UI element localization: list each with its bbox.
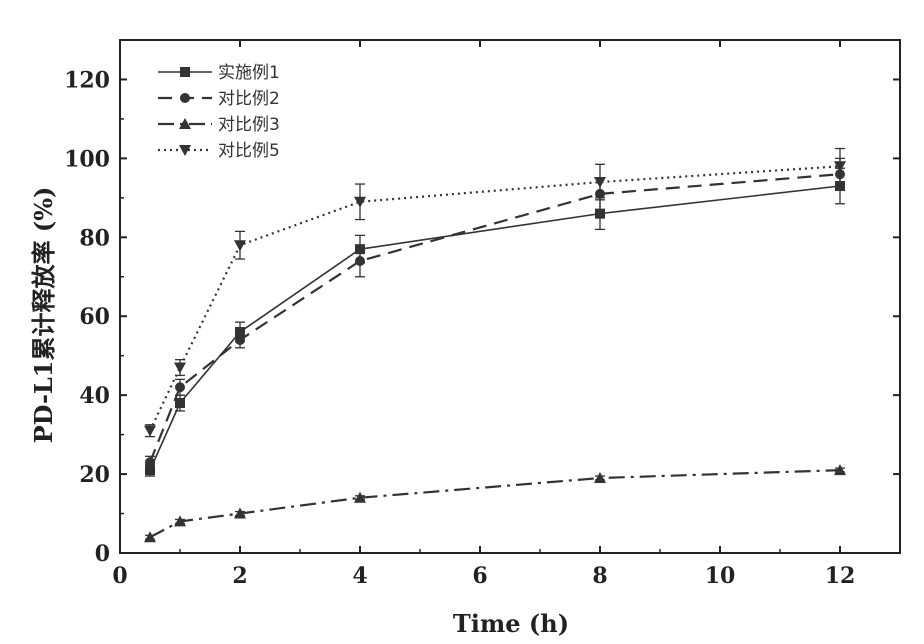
data-point xyxy=(144,531,156,543)
legend: 实施例1 对比例2 对比例3 对比例5 xyxy=(158,63,280,161)
data-point xyxy=(175,398,185,409)
y-tick-label: 20 xyxy=(79,462,110,488)
x-axis-title: Time (h) xyxy=(453,609,569,638)
x-tick-label: 0 xyxy=(112,563,127,589)
legend-item: 对比例5 xyxy=(158,141,280,161)
legend-marker xyxy=(180,93,190,103)
series-4 xyxy=(144,147,846,438)
data-point xyxy=(354,491,366,503)
series-layer xyxy=(144,147,846,543)
y-tick-label: 120 xyxy=(64,67,110,93)
series-line xyxy=(149,469,841,539)
x-tick-label: 10 xyxy=(705,563,736,589)
y-tick-label: 100 xyxy=(64,146,110,172)
legend-item: 实施例1 xyxy=(158,63,280,83)
legend-label: 实施例1 xyxy=(218,63,280,83)
y-tick-label: 80 xyxy=(79,225,110,251)
data-point xyxy=(174,515,186,527)
data-point xyxy=(595,208,605,219)
legend-marker xyxy=(180,67,190,77)
data-point xyxy=(354,196,366,208)
y-tick-label: 60 xyxy=(79,304,110,330)
data-point xyxy=(144,425,156,437)
y-axis-title: PD-L1累计释放率 (%) xyxy=(29,187,58,444)
y-tick-label: 0 xyxy=(95,541,110,567)
data-point xyxy=(594,472,606,484)
legend-item: 对比例2 xyxy=(158,89,280,109)
legend-item: 对比例3 xyxy=(158,115,280,135)
series-1 xyxy=(145,167,845,477)
y-tick-label: 40 xyxy=(79,383,110,409)
plot-area xyxy=(119,39,901,554)
legend-label: 对比例5 xyxy=(218,141,280,161)
legend-marker xyxy=(179,118,191,129)
data-point xyxy=(174,362,186,374)
data-point xyxy=(834,161,846,173)
x-tick-label: 6 xyxy=(472,563,487,589)
legend-marker xyxy=(179,145,191,156)
data-point xyxy=(145,465,155,476)
plot-frame xyxy=(119,39,901,554)
data-point xyxy=(355,255,365,266)
legend-label: 对比例2 xyxy=(218,89,280,109)
x-tick-label: 12 xyxy=(825,563,856,589)
legend-label: 对比例3 xyxy=(218,115,280,135)
data-point xyxy=(175,382,185,393)
series-line xyxy=(149,165,841,432)
series-line xyxy=(148,173,841,463)
x-tick-label: 2 xyxy=(232,563,247,589)
series-3 xyxy=(144,464,846,543)
data-point xyxy=(234,240,246,252)
data-point xyxy=(145,457,155,468)
series-2 xyxy=(145,157,845,469)
data-point xyxy=(234,507,246,519)
data-point xyxy=(834,464,846,476)
x-tick-label: 8 xyxy=(592,563,607,589)
series-line xyxy=(149,185,841,471)
data-point xyxy=(594,177,606,189)
data-point xyxy=(235,334,245,345)
x-tick-label: 4 xyxy=(352,563,367,589)
